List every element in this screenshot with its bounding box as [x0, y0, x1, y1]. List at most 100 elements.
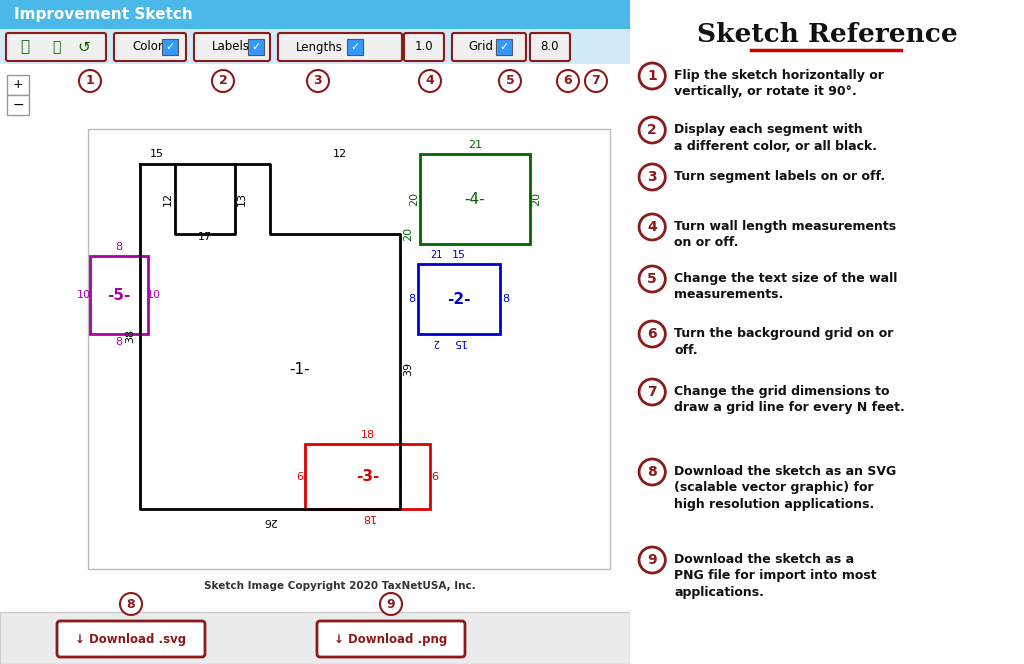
- Text: ✓: ✓: [500, 42, 509, 52]
- Text: 4: 4: [647, 220, 657, 234]
- Text: Flip the sketch horizontally or
vertically, or rotate it 90°.: Flip the sketch horizontally or vertical…: [675, 69, 885, 98]
- Text: ⏭: ⏭: [20, 39, 30, 54]
- Text: 21: 21: [468, 140, 482, 150]
- Text: 1.0: 1.0: [415, 41, 433, 54]
- FancyBboxPatch shape: [278, 33, 402, 61]
- Bar: [88, 129, 610, 569]
- Text: Lengths: Lengths: [296, 41, 343, 54]
- Text: Color: Color: [132, 41, 163, 54]
- Text: 8: 8: [647, 465, 657, 479]
- Text: 18: 18: [360, 430, 375, 440]
- Text: 2: 2: [647, 123, 657, 137]
- Text: 9: 9: [387, 598, 395, 610]
- Circle shape: [639, 164, 666, 190]
- Circle shape: [639, 547, 666, 573]
- Text: 5: 5: [647, 272, 657, 286]
- Text: 20: 20: [409, 192, 419, 206]
- Circle shape: [79, 70, 101, 92]
- Text: 7: 7: [592, 74, 600, 88]
- FancyBboxPatch shape: [57, 621, 205, 657]
- Text: -1-: -1-: [290, 361, 310, 376]
- Text: ↓ Download .png: ↓ Download .png: [335, 633, 447, 645]
- Text: Turn segment labels on or off.: Turn segment labels on or off.: [675, 170, 886, 183]
- Circle shape: [639, 117, 666, 143]
- Text: 15: 15: [452, 337, 466, 347]
- Text: 9: 9: [647, 553, 657, 567]
- Text: 1: 1: [86, 74, 94, 88]
- Circle shape: [639, 63, 666, 89]
- Circle shape: [639, 321, 666, 347]
- Bar: [305, 444, 430, 509]
- FancyBboxPatch shape: [530, 33, 570, 61]
- Text: 7: 7: [647, 385, 657, 399]
- Text: Labels: Labels: [212, 41, 250, 54]
- FancyBboxPatch shape: [317, 621, 465, 657]
- Text: 20: 20: [531, 192, 541, 206]
- Text: 20: 20: [403, 227, 413, 241]
- Text: -4-: -4-: [465, 191, 485, 207]
- Text: +: +: [12, 78, 24, 92]
- Text: ✓: ✓: [165, 42, 175, 52]
- Text: 18: 18: [360, 512, 375, 522]
- FancyBboxPatch shape: [496, 39, 512, 55]
- Circle shape: [585, 70, 607, 92]
- Text: 6: 6: [647, 327, 657, 341]
- Text: 13: 13: [237, 192, 247, 206]
- Text: 8.0: 8.0: [541, 41, 559, 54]
- Text: ✓: ✓: [251, 42, 261, 52]
- Text: 38: 38: [125, 329, 135, 343]
- FancyBboxPatch shape: [162, 39, 178, 55]
- Text: -3-: -3-: [355, 469, 379, 484]
- Circle shape: [639, 459, 666, 485]
- Text: 21: 21: [430, 250, 442, 260]
- Bar: [90, 256, 148, 334]
- Bar: [418, 264, 500, 334]
- FancyBboxPatch shape: [6, 33, 106, 61]
- FancyBboxPatch shape: [194, 33, 270, 61]
- FancyBboxPatch shape: [0, 0, 630, 64]
- Circle shape: [639, 379, 666, 405]
- Text: 10: 10: [77, 290, 91, 300]
- Text: 3: 3: [313, 74, 323, 88]
- Text: 8: 8: [409, 294, 416, 304]
- Text: 6: 6: [563, 74, 572, 88]
- Circle shape: [639, 266, 666, 292]
- Text: 6: 6: [431, 471, 438, 481]
- Text: -5-: -5-: [108, 288, 131, 303]
- Text: 1: 1: [647, 69, 657, 83]
- Circle shape: [120, 593, 142, 615]
- Text: 17: 17: [198, 232, 212, 242]
- Text: Grid: Grid: [468, 41, 493, 54]
- Text: ✓: ✓: [350, 42, 359, 52]
- Text: Change the text size of the wall
measurements.: Change the text size of the wall measure…: [675, 272, 898, 301]
- Text: Sketch Image Copyright 2020 TaxNetUSA, Inc.: Sketch Image Copyright 2020 TaxNetUSA, I…: [204, 581, 476, 591]
- Text: ↓ Download .svg: ↓ Download .svg: [76, 633, 186, 645]
- Text: 15: 15: [452, 250, 466, 260]
- Circle shape: [212, 70, 234, 92]
- Text: −: −: [12, 98, 24, 112]
- Text: Download the sketch as an SVG
(scalable vector graphic) for
high resolution appl: Download the sketch as an SVG (scalable …: [675, 465, 897, 511]
- Text: 2: 2: [433, 337, 439, 347]
- Circle shape: [419, 70, 441, 92]
- Text: Change the grid dimensions to
draw a grid line for every N feet.: Change the grid dimensions to draw a gri…: [675, 385, 905, 414]
- Text: 4: 4: [426, 74, 434, 88]
- Bar: [420, 154, 530, 244]
- Text: Download the sketch as a
PNG file for import into most
applications.: Download the sketch as a PNG file for im…: [675, 553, 877, 599]
- Text: 6: 6: [297, 471, 303, 481]
- Text: Turn the background grid on or
off.: Turn the background grid on or off.: [675, 327, 894, 357]
- Text: ⏳: ⏳: [52, 40, 60, 54]
- Text: Display each segment with
a different color, or all black.: Display each segment with a different co…: [675, 123, 878, 153]
- Text: 3: 3: [647, 170, 657, 184]
- FancyBboxPatch shape: [404, 33, 444, 61]
- FancyBboxPatch shape: [347, 39, 362, 55]
- Text: 8: 8: [116, 242, 123, 252]
- Text: -2-: -2-: [447, 291, 471, 307]
- FancyBboxPatch shape: [0, 0, 630, 29]
- FancyBboxPatch shape: [248, 39, 264, 55]
- Text: 12: 12: [333, 149, 347, 159]
- Text: 5: 5: [506, 74, 514, 88]
- Text: 2: 2: [218, 74, 227, 88]
- Text: Improvement Sketch: Improvement Sketch: [14, 7, 193, 23]
- Text: 10: 10: [147, 290, 161, 300]
- Text: 39: 39: [403, 362, 413, 376]
